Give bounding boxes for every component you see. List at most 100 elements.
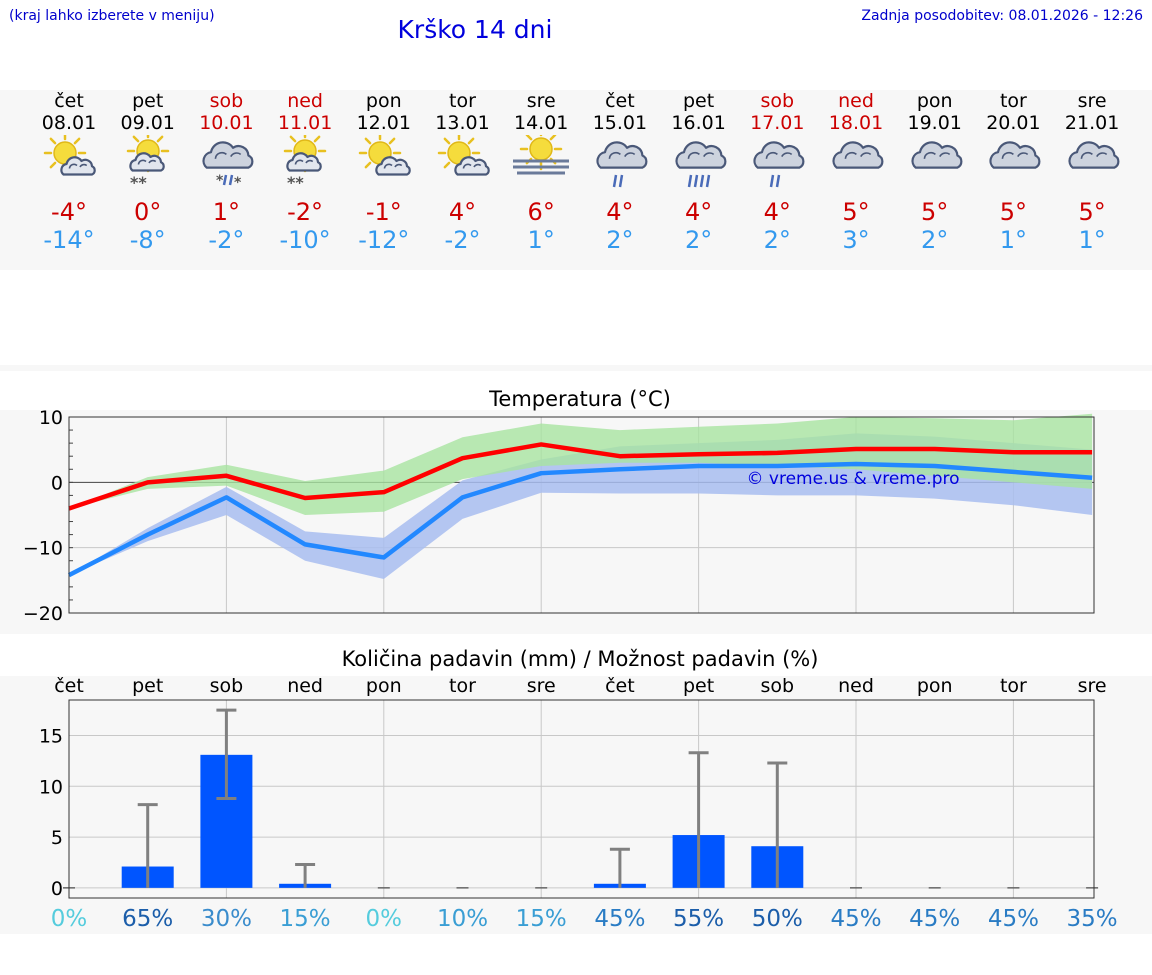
svg-text:*: * xyxy=(234,175,242,190)
weather-icon xyxy=(358,135,411,176)
day-date: 14.01 xyxy=(513,112,569,134)
y-tick-label: −10 xyxy=(23,538,63,560)
precipitation-probability: 30% xyxy=(201,906,252,932)
sun-cloud-icon xyxy=(437,135,490,176)
day-date: 12.01 xyxy=(356,112,411,134)
precipitation-probability: 65% xyxy=(122,906,173,932)
svg-text:*: * xyxy=(216,173,224,189)
y-tick-label: 10 xyxy=(39,776,63,798)
cloud-shape xyxy=(453,156,490,176)
max-temperature: 4° xyxy=(448,198,477,226)
day-name: pon xyxy=(365,90,402,112)
sun-cloud-icon xyxy=(43,135,96,176)
day-date: 11.01 xyxy=(277,112,333,134)
weather-icon: ** xyxy=(283,135,327,190)
y-tick-label: 0 xyxy=(51,472,63,494)
x-category-label: sob xyxy=(210,675,244,697)
min-temperature: 2° xyxy=(606,226,634,254)
cloud-shape xyxy=(202,141,254,169)
min-temperature: 1° xyxy=(1078,226,1106,254)
max-temperature: 1° xyxy=(212,198,241,226)
x-category-label: pet xyxy=(132,675,163,697)
divider xyxy=(0,365,1152,371)
day-date: 21.01 xyxy=(1064,112,1120,134)
max-temperature: 4° xyxy=(606,198,634,226)
cloud-icon xyxy=(832,141,884,169)
x-category-label: ned xyxy=(287,675,323,697)
cloud-shape xyxy=(989,141,1041,169)
day-name: pon xyxy=(916,90,953,112)
min-temperature: -12° xyxy=(358,226,410,254)
weather-icon: ** xyxy=(126,135,169,190)
precipitation-probability: 15% xyxy=(516,906,567,932)
precipitation-probability: 45% xyxy=(830,906,881,932)
precipitation-chart-title: Količina padavin (mm) / Možnost padavin … xyxy=(341,647,819,671)
max-temperature: 4° xyxy=(684,198,713,226)
svg-text:**: ** xyxy=(287,173,304,190)
cloud-shape xyxy=(675,141,727,169)
day-date: 10.01 xyxy=(199,112,254,134)
temperature-chart: 10 0 −10 −20 © vreme.us & vreme.pro xyxy=(23,407,1095,625)
y-tick-label: 10 xyxy=(39,407,63,429)
copyright-watermark: © vreme.us & vreme.pro xyxy=(746,469,959,489)
max-temperature: -4° xyxy=(51,198,87,226)
max-temperature: 5° xyxy=(842,198,870,226)
max-temperature: 5° xyxy=(999,198,1028,226)
min-temperature: -8° xyxy=(129,226,166,254)
max-temperature: 0° xyxy=(134,198,162,226)
day-name: sob xyxy=(760,90,795,112)
max-temperature: 5° xyxy=(921,198,949,226)
day-name: ned xyxy=(287,90,323,112)
min-temperature-band xyxy=(69,433,1093,580)
svg-text:**: ** xyxy=(130,173,147,190)
precipitation-probability: 15% xyxy=(280,906,331,932)
weather-icon xyxy=(43,135,96,176)
precipitation-probability: 35% xyxy=(1067,906,1118,932)
precipitation-probability: 0% xyxy=(366,906,403,932)
cloud-icon xyxy=(1068,141,1120,169)
x-category-label: sre xyxy=(1078,675,1107,697)
precipitation-chart: čet pet sob ned pon tor sre čet pet sob ned pon tor s… xyxy=(39,675,1118,932)
region-menu-hint[interactable]: (kraj lahko izberete v meniju) xyxy=(9,8,215,24)
last-update-label: Zadnja posodobitev: 08.01.2026 - 12:26 xyxy=(861,8,1143,24)
cloud-shape xyxy=(286,152,322,172)
weather-icon xyxy=(437,135,490,176)
cloud-shape xyxy=(596,141,648,169)
day-date: 08.01 xyxy=(41,112,97,134)
page-title: Krško 14 dni xyxy=(397,15,553,44)
precipitation-probability: 50% xyxy=(752,906,803,932)
day-name: sob xyxy=(209,90,244,112)
min-temperature: -2° xyxy=(208,226,245,254)
min-temperature: 2° xyxy=(921,226,949,254)
cloud-icon xyxy=(989,141,1041,169)
precipitation-probability: 10% xyxy=(437,906,488,932)
precipitation-probability: 45% xyxy=(988,906,1039,932)
sun-cloud-snow-icon: ** xyxy=(126,135,169,190)
x-category-label: čet xyxy=(54,675,84,697)
min-temperature: 1° xyxy=(527,226,555,254)
cloud-shape xyxy=(129,152,165,172)
sun-shape xyxy=(519,135,563,171)
day-name: tor xyxy=(449,90,476,112)
y-tick-label: −20 xyxy=(23,603,63,625)
daily-forecast-strip xyxy=(0,90,1152,270)
x-category-label: sre xyxy=(527,675,556,697)
day-name: ned xyxy=(838,90,874,112)
weather-icon: ** xyxy=(202,141,254,190)
x-category-label: ned xyxy=(838,675,874,697)
day-name: pet xyxy=(682,90,715,112)
y-tick-label: 0 xyxy=(51,878,63,900)
min-temperature: -10° xyxy=(279,226,331,254)
x-category-label: pet xyxy=(683,675,714,697)
sun-fog-icon xyxy=(513,135,570,175)
min-temperature-line xyxy=(67,461,1093,578)
cloud-sleet-icon: * * xyxy=(202,141,254,190)
cloud-icon xyxy=(911,141,963,169)
precipitation-probability: 45% xyxy=(909,906,960,932)
weather-icon xyxy=(989,141,1041,169)
max-temperature-line xyxy=(68,442,1093,511)
day-name: sre xyxy=(1077,90,1107,112)
sun-cloud-snow-icon: ** xyxy=(283,135,327,190)
x-category-label: tor xyxy=(1000,675,1027,697)
weather-icon xyxy=(832,141,884,169)
